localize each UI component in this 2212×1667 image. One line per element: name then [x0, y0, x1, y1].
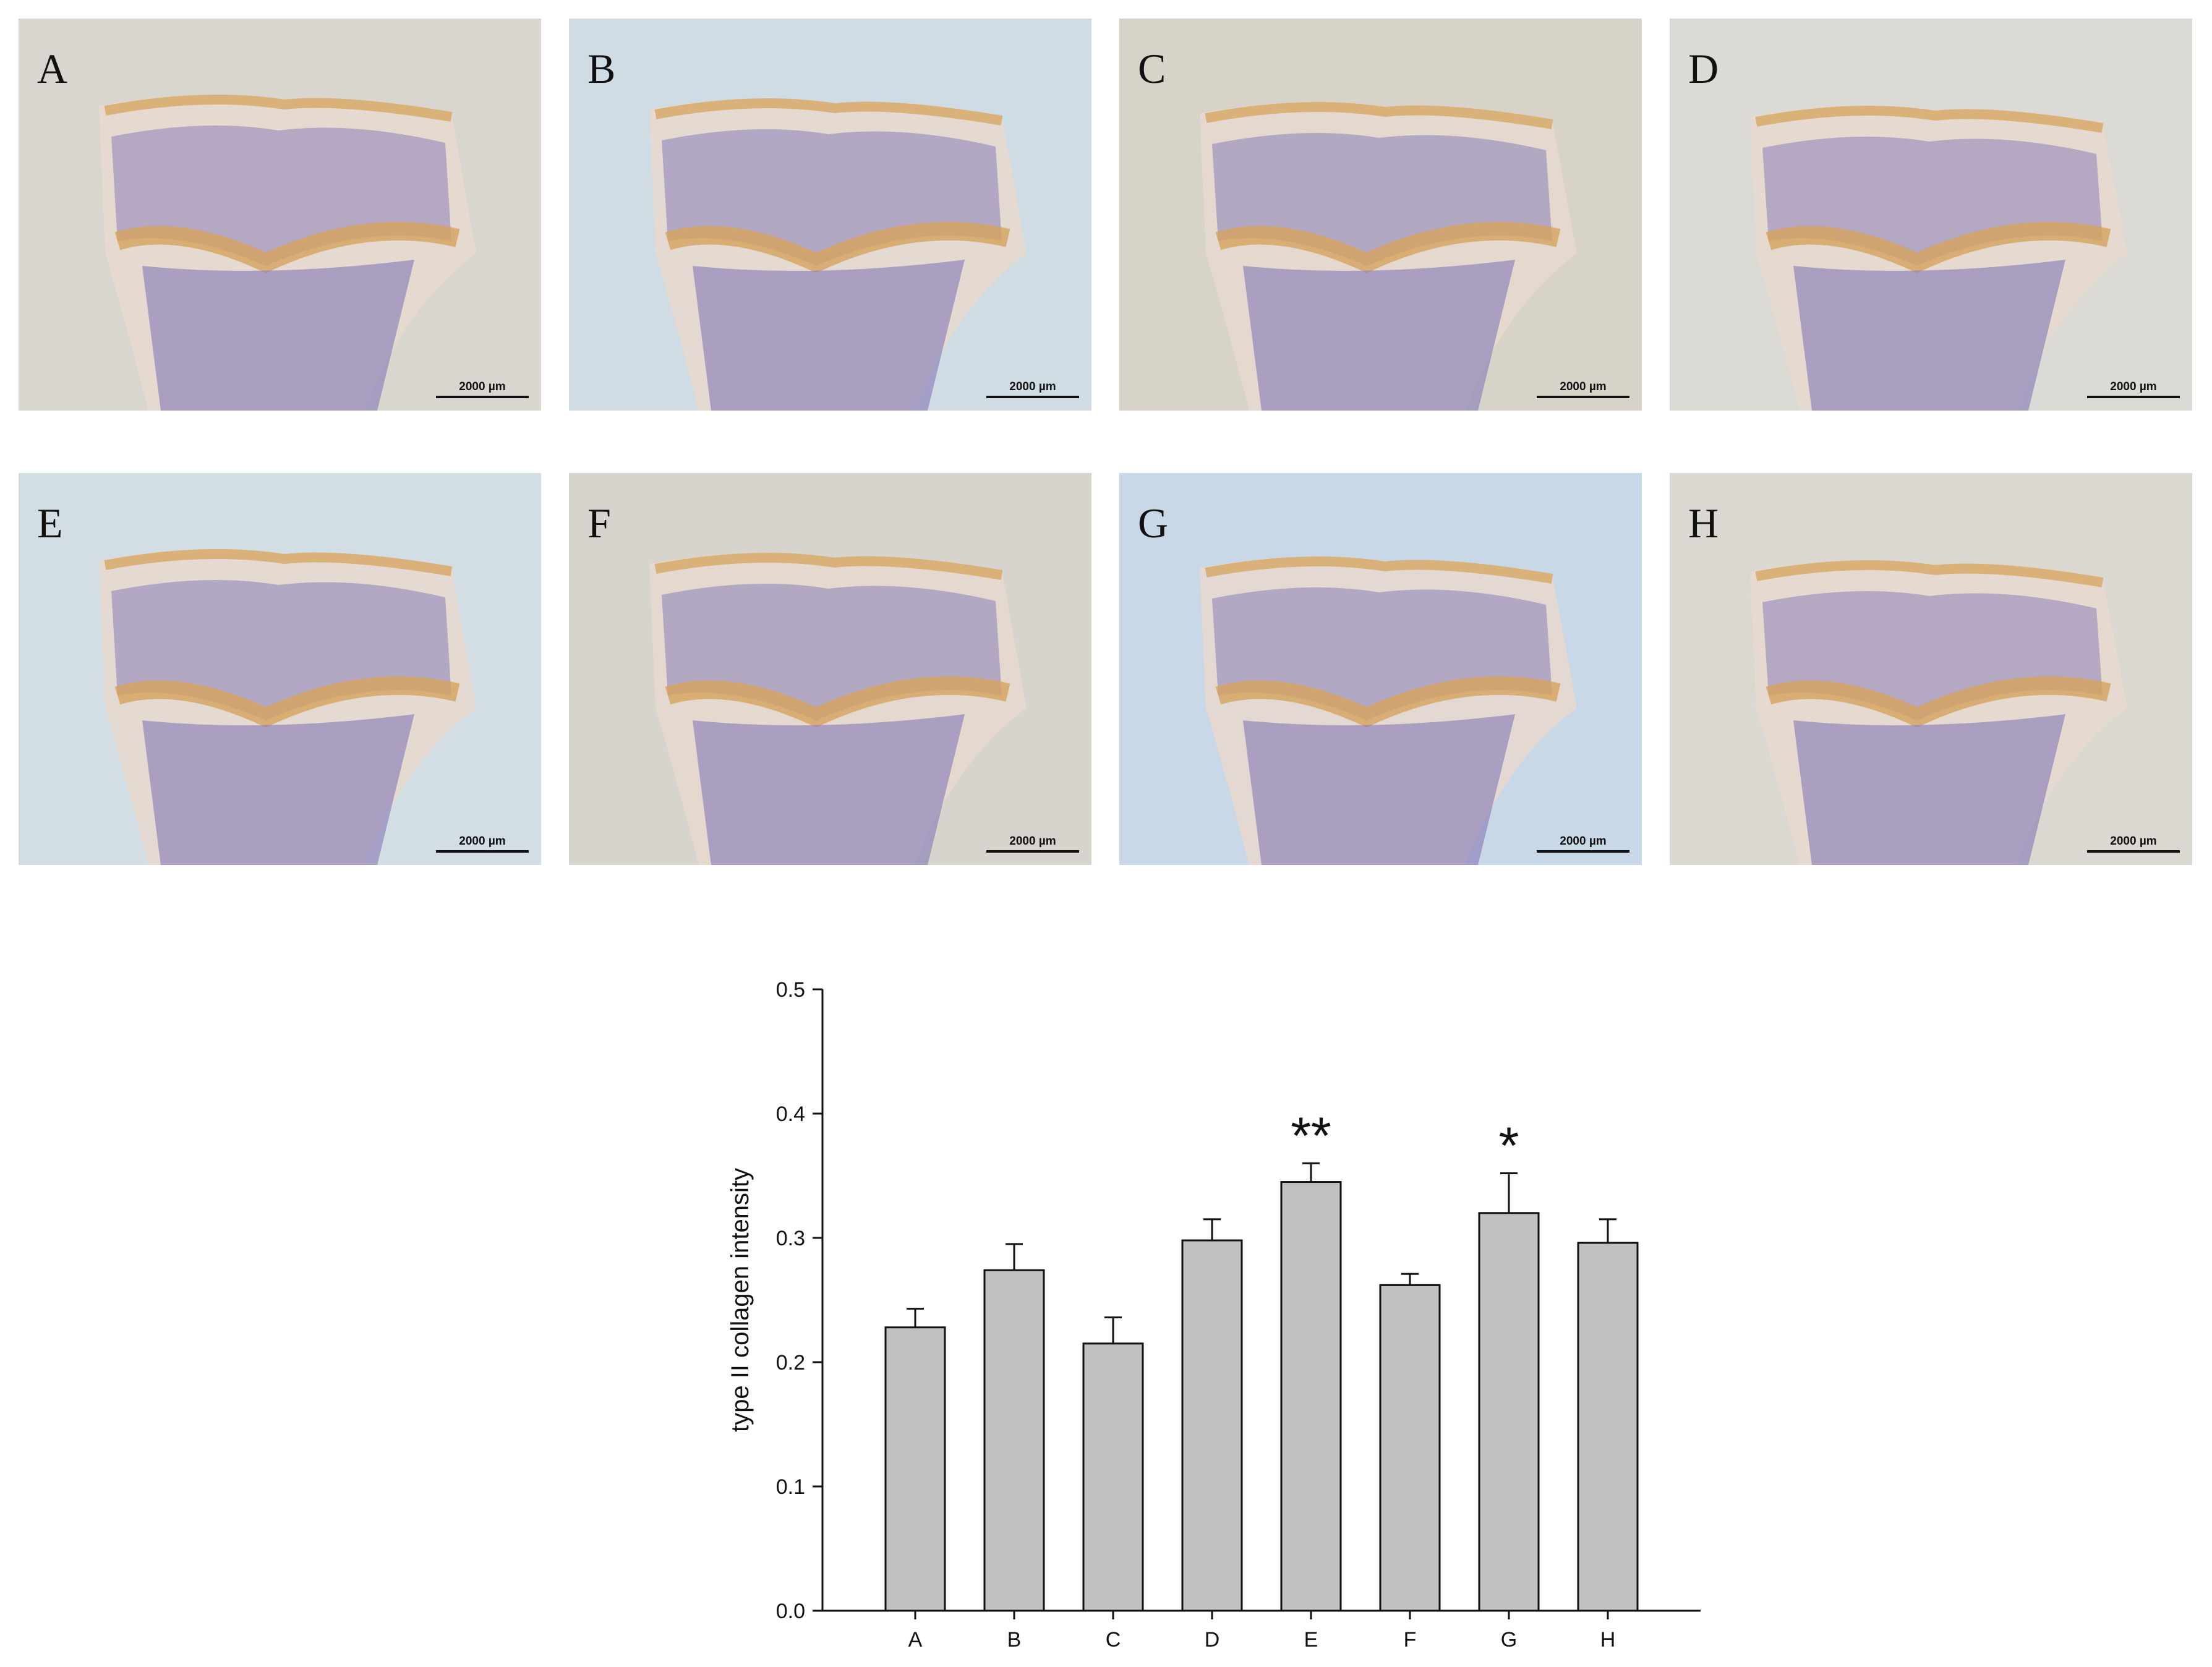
bone-section-image — [649, 553, 1027, 865]
bone-section-image — [649, 98, 1027, 411]
bar-chart: 0.0 0.1 0.2 0.3 0.4 0.5 type II collagen inten… — [727, 978, 1701, 1652]
x-tick-label: B — [1007, 1628, 1022, 1652]
scale-bar-line — [986, 850, 1079, 853]
x-tick-label: E — [1304, 1628, 1318, 1652]
panel-letter: E — [37, 500, 63, 547]
scale-bar-line — [2087, 396, 2180, 398]
panel-letter: A — [37, 45, 68, 92]
y-tick-label: 0.2 — [776, 1351, 805, 1375]
significance-marker: * — [1499, 1116, 1519, 1174]
bone-section-image — [1200, 556, 1577, 865]
bone-section-image — [99, 95, 476, 411]
micrograph-panel: H 2000 µm — [1670, 473, 2192, 865]
scale-bar-label: 2000 µm — [459, 835, 506, 848]
panel-letter: G — [1138, 500, 1169, 547]
micrograph-panel: E 2000 µm — [19, 473, 541, 865]
scale-bar-label: 2000 µm — [459, 380, 506, 393]
bone-section-image — [1750, 560, 2127, 865]
micrograph-panel: D 2000 µm — [1670, 19, 2192, 411]
scale-bar-label: 2000 µm — [1560, 835, 1607, 848]
x-tick-label: A — [908, 1628, 923, 1652]
scale-bar: 2000 µm — [1537, 380, 1629, 398]
micrograph-panel: G 2000 µm — [1119, 473, 1642, 865]
bar — [1478, 1212, 1540, 1612]
scale-bar: 2000 µm — [986, 835, 1079, 853]
x-tick-label: D — [1205, 1628, 1220, 1652]
bone-section-image — [1750, 106, 2127, 411]
scale-bar-line — [436, 850, 529, 853]
scale-bar: 2000 µm — [2087, 835, 2180, 853]
x-tick-label: F — [1404, 1628, 1417, 1652]
scale-bar-label: 2000 µm — [2110, 835, 2157, 848]
micrograph-panel: B 2000 µm — [569, 19, 1091, 411]
y-tick-label: 0.5 — [776, 978, 805, 1002]
bar — [1379, 1284, 1441, 1612]
scale-bar: 2000 µm — [1537, 835, 1629, 853]
panel-letter: B — [587, 45, 616, 92]
bar — [1181, 1239, 1243, 1612]
y-tick-label: 0.4 — [776, 1102, 805, 1126]
significance-marker: ** — [1291, 1106, 1331, 1164]
bar — [1280, 1181, 1342, 1612]
scale-bar-line — [1537, 396, 1629, 398]
scale-bar: 2000 µm — [436, 380, 529, 398]
x-tick-label: C — [1106, 1628, 1121, 1652]
scale-bar: 2000 µm — [436, 835, 529, 853]
bar — [983, 1269, 1045, 1612]
bone-section-image — [1200, 102, 1577, 411]
micrograph-panel: F 2000 µm — [569, 473, 1091, 865]
scale-bar: 2000 µm — [2087, 380, 2180, 398]
scale-bar-label: 2000 µm — [2110, 380, 2157, 393]
x-tick-label: G — [1501, 1628, 1517, 1652]
scale-bar-label: 2000 µm — [1009, 835, 1056, 848]
bar — [1577, 1242, 1639, 1612]
micrograph-panel: A 2000 µm — [19, 19, 541, 411]
bone-section-image — [99, 549, 476, 865]
bar — [884, 1326, 946, 1612]
x-tick-label: H — [1600, 1628, 1616, 1652]
scale-bar-label: 2000 µm — [1009, 380, 1056, 393]
micrograph-panel: C 2000 µm — [1119, 19, 1642, 411]
y-axis-label: type II collagen intensity — [727, 1168, 754, 1432]
scale-bar-line — [986, 396, 1079, 398]
panel-letter: C — [1138, 45, 1166, 92]
scale-bar-label: 2000 µm — [1560, 380, 1607, 393]
scale-bar-line — [1537, 850, 1629, 853]
scale-bar-line — [2087, 850, 2180, 853]
y-tick-label: 0.1 — [776, 1475, 805, 1499]
scale-bar: 2000 µm — [986, 380, 1079, 398]
y-tick-label: 0.0 — [776, 1600, 805, 1623]
bar — [1082, 1342, 1144, 1612]
y-tick-label: 0.3 — [776, 1227, 805, 1250]
scale-bar-line — [436, 396, 529, 398]
panel-letter: D — [1688, 45, 1719, 92]
panel-letter: F — [587, 500, 611, 547]
panel-letter: H — [1688, 500, 1719, 547]
